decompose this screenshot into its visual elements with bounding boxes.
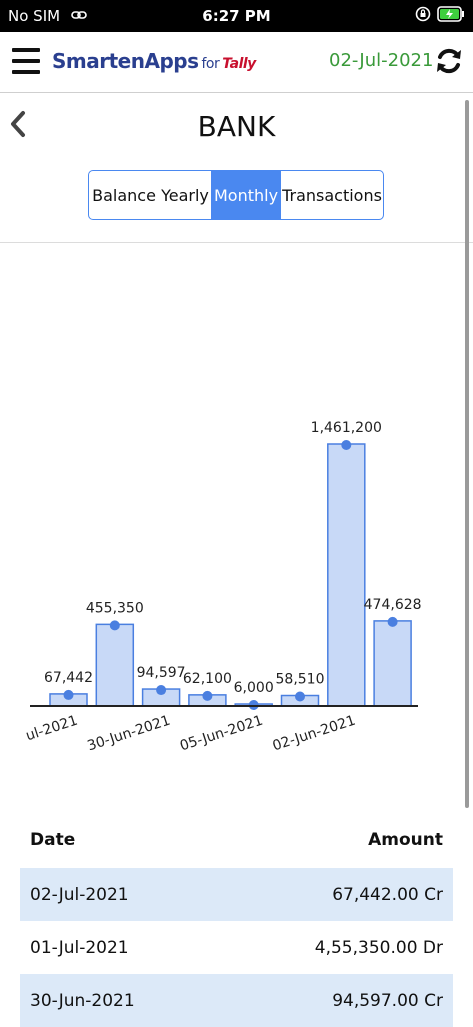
table-body: 02-Jul-2021 67,442.00 Cr 01-Jul-2021 4,5… <box>20 868 453 1027</box>
battery-charging-icon <box>437 6 464 22</box>
chart-bar <box>327 443 366 707</box>
chart-value-label: 6,000 <box>234 680 274 696</box>
chart-value-label: 58,510 <box>276 672 325 688</box>
chart-point <box>156 685 167 696</box>
refresh-icon[interactable] <box>434 46 464 76</box>
link-icon <box>71 11 87 19</box>
row-amount: 94,597.00 Cr <box>332 991 443 1011</box>
table-header: Date Amount <box>20 822 453 862</box>
tab-yearly[interactable]: Yearly <box>161 185 209 205</box>
chart-bar <box>373 620 412 707</box>
chart-value-label: 67,442 <box>44 670 93 686</box>
chart-tick-label: 30-Jun-2021 <box>85 713 172 755</box>
brand-logo: SmartenApps for Tally <box>52 49 256 73</box>
menu-icon[interactable] <box>12 48 40 74</box>
page-title: BANK <box>197 110 276 143</box>
row-amount: 4,55,350.00 Dr <box>314 938 443 958</box>
chart-point <box>387 616 398 627</box>
scroll-indicator[interactable] <box>465 100 469 808</box>
chart-point <box>63 689 74 700</box>
header-date[interactable]: 02-Jul-2021 <box>329 50 434 71</box>
column-header-amount: Amount <box>368 830 443 850</box>
chart-point <box>295 691 305 702</box>
table-row[interactable]: 01-Jul-2021 4,55,350.00 Dr <box>20 921 453 974</box>
view-tabs: Balance Yearly Monthly Transactions <box>88 170 384 220</box>
chart-tick-label: 05-Jun-2021 <box>178 713 265 755</box>
chart-point <box>202 690 213 701</box>
chart-tick-label: ul-2021 <box>24 713 80 745</box>
chart-point <box>341 440 352 450</box>
chart-value-label: 62,100 <box>183 671 232 687</box>
chart-point <box>109 620 120 631</box>
row-date: 30-Jun-2021 <box>30 991 135 1011</box>
row-date: 01-Jul-2021 <box>30 938 129 958</box>
chart-value-label: 474,628 <box>364 597 422 613</box>
status-time: 6:27 PM <box>202 7 271 25</box>
status-bar: No SIM 6:27 PM <box>0 0 473 32</box>
table-row[interactable]: 30-Jun-2021 94,597.00 Cr <box>20 974 453 1027</box>
table-row[interactable]: 02-Jul-2021 67,442.00 Cr <box>20 868 453 921</box>
chart-tick-label: 02-Jun-2021 <box>271 713 358 755</box>
row-amount: 67,442.00 Cr <box>332 885 443 905</box>
app-header: SmartenApps for Tally 02-Jul-2021 <box>0 32 473 93</box>
chart-bar <box>95 623 135 707</box>
divider <box>0 242 473 243</box>
back-chevron-icon[interactable] <box>8 110 28 138</box>
chart-value-label: 1,461,200 <box>311 420 382 436</box>
chart-value-label: 455,350 <box>86 600 144 616</box>
tab-transactions[interactable]: Transactions <box>282 185 382 205</box>
row-date: 02-Jul-2021 <box>30 885 129 905</box>
chart-value-label: 94,597 <box>137 665 186 681</box>
orientation-lock-icon <box>415 6 431 22</box>
status-icons <box>415 6 465 22</box>
tab-monthly[interactable]: Monthly <box>211 171 281 219</box>
carrier-label: No SIM <box>8 7 87 25</box>
tab-balance[interactable]: Balance <box>92 185 156 205</box>
column-header-date: Date <box>30 830 76 850</box>
